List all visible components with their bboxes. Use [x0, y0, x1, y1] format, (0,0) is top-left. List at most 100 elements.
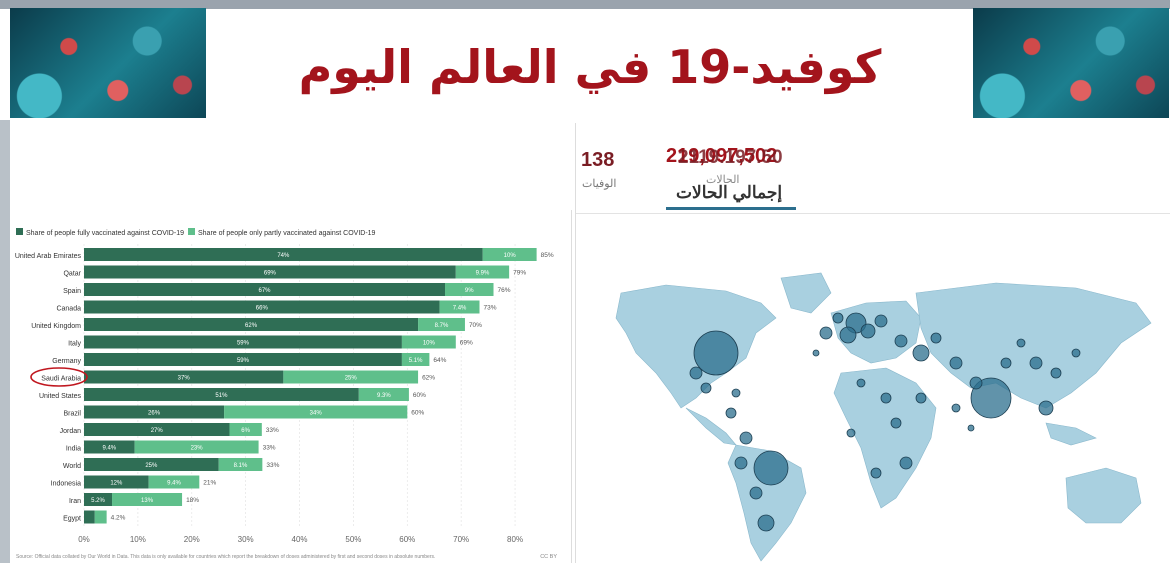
highlight-circle	[30, 367, 88, 387]
case-bubble[interactable]	[734, 456, 748, 470]
bar-partly-vaccinated	[283, 370, 419, 384]
bar-partly-vaccinated	[401, 335, 456, 349]
case-bubble[interactable]	[970, 377, 1012, 419]
case-bubble[interactable]	[1000, 357, 1012, 369]
bar-fully-vaccinated	[84, 510, 95, 524]
data-label-total: 18%	[186, 497, 199, 504]
data-label-partial: 25%	[345, 376, 358, 382]
data-label-partial: 6%	[241, 428, 250, 434]
category-label: Spain	[63, 288, 81, 295]
category-label: Indonesia	[51, 481, 81, 488]
x-tick-label: 20%	[184, 535, 200, 544]
data-label-total: 79%	[513, 270, 526, 277]
cases-tab-underline	[666, 207, 796, 210]
bar-fully-vaccinated	[84, 405, 225, 419]
case-bubble[interactable]	[1071, 348, 1081, 358]
landmass-australia	[1065, 467, 1142, 524]
data-label-full: 66%	[256, 306, 269, 312]
case-bubble[interactable]	[700, 382, 712, 394]
page-title: كوفيد-19 في العالم اليوم	[298, 40, 882, 94]
case-bubble[interactable]	[1016, 338, 1026, 348]
case-bubble[interactable]	[812, 349, 820, 357]
legend-label-partial: Share of people only partly vaccinated a…	[198, 230, 376, 237]
case-bubble[interactable]	[967, 424, 975, 432]
x-tick-label: 30%	[238, 535, 254, 544]
case-bubble[interactable]	[689, 366, 703, 380]
case-bubble[interactable]	[856, 378, 866, 388]
case-bubble[interactable]	[915, 392, 927, 404]
cases-value: 219,097,502	[666, 145, 778, 167]
data-label-full: 5.2%	[91, 498, 105, 504]
world-map	[615, 272, 1152, 562]
bar-fully-vaccinated	[84, 265, 456, 279]
case-bubble[interactable]	[753, 450, 789, 486]
data-label-total: 69%	[460, 340, 473, 347]
category-label: Brazil	[63, 411, 81, 418]
data-label-total: 62%	[422, 375, 435, 382]
case-bubble[interactable]	[749, 486, 763, 500]
case-bubble[interactable]	[969, 376, 983, 390]
data-label-partial: 7.4%	[453, 306, 467, 312]
data-label-partial: 8.1%	[234, 463, 248, 469]
case-bubble[interactable]	[693, 330, 739, 376]
vaccination-chart-panel: Share of people fully vaccinated against…	[12, 210, 572, 563]
data-label-total: 33%	[266, 462, 279, 469]
case-bubble[interactable]	[899, 456, 913, 470]
bar-partly-vaccinated	[224, 405, 408, 419]
data-label-full: 74%	[277, 253, 290, 259]
data-label-partial: 13%	[141, 498, 154, 504]
case-bubble[interactable]	[874, 314, 888, 328]
case-bubble[interactable]	[870, 467, 882, 479]
case-bubble[interactable]	[912, 344, 930, 362]
case-bubble[interactable]	[949, 356, 963, 370]
x-tick-label: 80%	[507, 535, 523, 544]
landmass-se-asia	[1045, 422, 1097, 446]
case-bubble[interactable]	[725, 407, 737, 419]
x-tick-label: 60%	[399, 535, 415, 544]
case-bubble[interactable]	[839, 326, 857, 344]
bar-partly-vaccinated	[358, 388, 409, 401]
case-bubble[interactable]	[951, 403, 961, 413]
case-bubble[interactable]	[731, 388, 741, 398]
category-label: United Kingdom	[31, 323, 81, 330]
case-bubble[interactable]	[1029, 356, 1043, 370]
virus-image-right	[973, 8, 1169, 118]
case-bubble[interactable]	[739, 431, 753, 445]
category-label: Jordan	[60, 428, 82, 435]
category-label: United Arab Emirates	[15, 253, 82, 260]
case-bubble[interactable]	[819, 326, 833, 340]
case-bubble[interactable]	[890, 417, 902, 429]
bar-partly-vaccinated	[134, 440, 259, 454]
cases-tab-label[interactable]: إجمالي الحالات	[676, 183, 783, 202]
case-bubble[interactable]	[894, 334, 908, 348]
legend-label-full: Share of people fully vaccinated against…	[26, 230, 184, 237]
x-tick-label: 70%	[453, 535, 469, 544]
category-label: Egypt	[63, 516, 81, 523]
data-label-total: 64%	[433, 357, 446, 364]
data-label-total: 33%	[263, 445, 276, 452]
bar-fully-vaccinated	[84, 283, 446, 296]
case-bubble[interactable]	[930, 332, 942, 344]
data-label-full: 25%	[145, 463, 158, 469]
case-bubble[interactable]	[757, 514, 775, 532]
data-label-total: 60%	[413, 392, 426, 399]
bar-partly-vaccinated	[455, 265, 510, 279]
data-label-partial: 10%	[504, 253, 517, 259]
covid-map-panel: 138 الوفيات 219,097,502 2119.197.50 الحا…	[575, 123, 1170, 563]
case-bubble[interactable]	[880, 392, 892, 404]
bar-fully-vaccinated	[84, 318, 419, 331]
data-label-partial: 9.3%	[377, 393, 391, 399]
legend-swatch-partial	[188, 228, 195, 235]
data-label-full: 9.4%	[102, 446, 116, 452]
data-label-partial: 8.7%	[435, 323, 449, 329]
case-bubble[interactable]	[846, 428, 856, 438]
legend-swatch-full	[16, 228, 23, 235]
source-note: Source: Official data collated by Our Wo…	[16, 554, 435, 560]
case-bubble[interactable]	[1038, 400, 1054, 416]
case-bubble[interactable]	[1050, 367, 1062, 379]
bar-fully-vaccinated	[84, 248, 483, 261]
case-bubble[interactable]	[832, 312, 844, 324]
bar-fully-vaccinated	[84, 388, 359, 401]
case-bubble[interactable]	[860, 323, 876, 339]
data-label-total: 4.2%	[111, 515, 126, 522]
